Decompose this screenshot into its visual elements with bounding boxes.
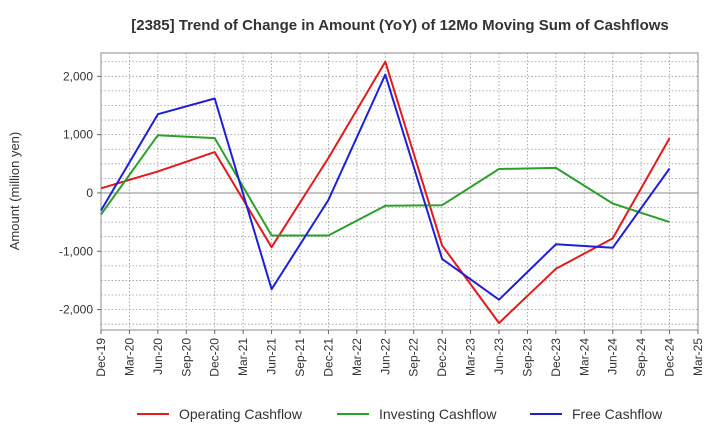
x-tick-label: Jun-23: [492, 338, 506, 375]
legend-label: Free Cashflow: [572, 406, 663, 422]
x-tick-label: Dec-19: [94, 338, 108, 377]
x-tick-label: Mar-20: [122, 338, 136, 376]
x-tick-label: Dec-22: [435, 338, 449, 377]
y-axis-title: Amount (million yen): [7, 132, 22, 251]
chart-title: [2385] Trend of Change in Amount (YoY) o…: [131, 17, 669, 34]
legend-label: Operating Cashflow: [179, 406, 303, 422]
legend-label: Investing Cashflow: [379, 406, 497, 422]
x-tick-label: Dec-24: [663, 338, 677, 377]
x-tick-label: Mar-23: [464, 338, 478, 376]
x-tick-label: Jun-20: [151, 338, 165, 375]
x-tick-label: Mar-25: [691, 338, 705, 376]
x-tick-label: Dec-21: [321, 338, 335, 377]
series-line-operating-cashflow: [100, 60, 671, 324]
x-tick-label: Sep-21: [293, 338, 307, 377]
x-tick-label: Sep-24: [634, 338, 648, 377]
x-tick-label: Sep-22: [407, 338, 421, 377]
y-tick-label: 1,000: [63, 128, 93, 142]
x-tick-label: Sep-23: [520, 338, 534, 377]
x-tick-label: Jun-24: [606, 338, 620, 375]
x-tick-label: Sep-20: [179, 338, 193, 377]
x-tick-label: Jun-21: [265, 338, 279, 375]
y-axis-ticks: 2,000 1,000 0 -1,000 -2,000: [59, 69, 101, 317]
series-line-free-cashflow: [100, 73, 671, 301]
x-tick-label: Mar-24: [577, 338, 591, 376]
x-axis-ticks: Dec-19 Mar-20 Jun-20 Sep-20 Dec-20 Mar-21 Jun-…: [94, 330, 705, 377]
x-tick-label: Jun-22: [378, 338, 392, 375]
series-line-investing-cashflow: [100, 134, 670, 237]
x-tick-label: Dec-23: [549, 338, 563, 377]
series-lines: [100, 60, 671, 324]
legend: Operating Cashflow Investing Cashflow Free…: [137, 406, 663, 422]
y-tick-label: 2,000: [63, 69, 93, 83]
y-tick-label: -1,000: [59, 244, 93, 258]
plot-area: [100, 52, 699, 331]
y-tick-label: -2,000: [59, 303, 93, 317]
x-tick-label: Mar-21: [236, 338, 250, 376]
y-tick-label: 0: [86, 186, 93, 200]
x-tick-label: Mar-22: [350, 338, 364, 376]
x-tick-label: Dec-20: [208, 338, 222, 377]
